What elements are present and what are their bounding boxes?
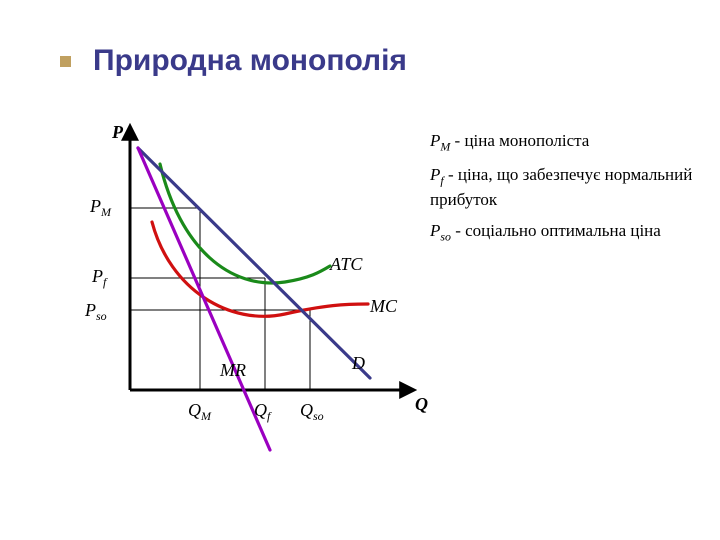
label-qso: Qso bbox=[300, 400, 324, 423]
label-mr: MR bbox=[219, 360, 246, 380]
label-atc: ATC bbox=[329, 254, 363, 274]
label-mc: MC bbox=[369, 296, 398, 316]
bullet-icon bbox=[60, 56, 71, 67]
label-q: Q bbox=[415, 394, 428, 414]
curve-atc bbox=[160, 164, 330, 283]
label-qf: Qf bbox=[254, 400, 272, 423]
label-d: D bbox=[351, 353, 365, 373]
label-pso: Pso bbox=[84, 300, 107, 323]
label-qm: QM bbox=[188, 400, 212, 423]
title-container: Природна монополія bbox=[60, 44, 407, 78]
curve-mr bbox=[138, 148, 270, 450]
legend-pso: Pso - соціально оптимальна ціна bbox=[430, 220, 710, 244]
label-pf: Pf bbox=[91, 266, 108, 289]
chart-svg: P Q PM Pf Pso QM Qf Qso ATC MC D MR bbox=[70, 120, 430, 440]
legend-pm: PM - ціна монополіста bbox=[430, 130, 710, 154]
page-title: Природна монополія bbox=[93, 44, 407, 78]
legend-pf: Pf - ціна, що забезпечує нормальний приб… bbox=[430, 164, 710, 210]
label-pm: PM bbox=[89, 196, 112, 219]
label-p: P bbox=[111, 122, 124, 142]
chart: P Q PM Pf Pso QM Qf Qso ATC MC D MR bbox=[70, 120, 430, 440]
legend: PM - ціна монополіста Pf - ціна, що забе… bbox=[430, 130, 710, 254]
